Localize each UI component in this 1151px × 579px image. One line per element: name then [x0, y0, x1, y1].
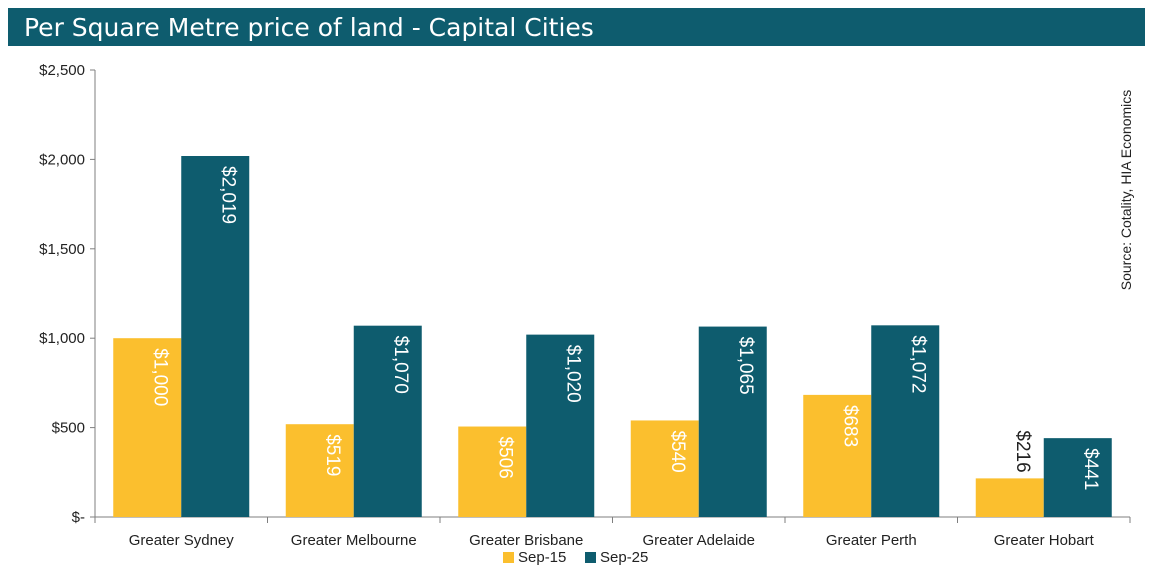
bar-sep-25: [1043, 438, 1112, 517]
data-label: $2,019: [217, 166, 238, 224]
x-tick-label: Greater Adelaide: [642, 532, 755, 549]
x-tick-label: Greater Brisbane: [469, 532, 583, 549]
legend-label: Sep-15: [518, 549, 566, 566]
bar-sep-25: [871, 325, 940, 517]
bar-sep-15: [630, 420, 699, 517]
bar-sep-25: [181, 156, 250, 517]
data-label: $1,000: [149, 348, 170, 406]
y-tick-label: $-: [72, 509, 85, 526]
y-tick-label: $1,000: [39, 330, 85, 347]
y-tick-label: $2,000: [39, 151, 85, 168]
bar-sep-15: [285, 424, 354, 517]
bar-sep-25: [698, 326, 767, 517]
x-tick-label: Greater Hobart: [994, 532, 1095, 549]
data-label: $1,070: [390, 336, 411, 394]
data-label: $1,020: [562, 345, 583, 403]
x-tick-label: Greater Melbourne: [291, 532, 417, 549]
data-label: $519: [322, 434, 343, 476]
x-tick-label: Greater Sydney: [129, 532, 235, 549]
data-label: $1,065: [735, 337, 756, 395]
y-tick-label: $2,500: [39, 62, 85, 79]
legend-swatch-sep-25: [585, 552, 596, 563]
data-label: $540: [667, 430, 688, 472]
bar-sep-15: [113, 338, 182, 517]
data-label: $216: [1012, 430, 1033, 472]
bar-sep-15: [975, 478, 1044, 517]
chart-title: Per Square Metre price of land - Capital…: [24, 13, 594, 42]
title-bar: Per Square Metre price of land - Capital…: [8, 8, 1145, 46]
legend-label: Sep-25: [600, 549, 648, 566]
y-tick-label: $1,500: [39, 241, 85, 258]
source-note: Source: Cotality, HIA Economics: [1118, 90, 1134, 290]
legend-swatch-sep-15: [503, 552, 514, 563]
bar-sep-25: [526, 334, 595, 517]
x-tick-label: Greater Perth: [826, 532, 917, 549]
bar-sep-15: [458, 426, 527, 517]
data-label: $1,072: [907, 335, 928, 393]
data-label: $441: [1080, 448, 1101, 490]
y-tick-label: $500: [52, 420, 85, 437]
bar-sep-25: [353, 325, 422, 517]
data-label: $683: [839, 405, 860, 447]
data-label: $506: [494, 437, 515, 479]
bar-sep-15: [803, 394, 872, 517]
